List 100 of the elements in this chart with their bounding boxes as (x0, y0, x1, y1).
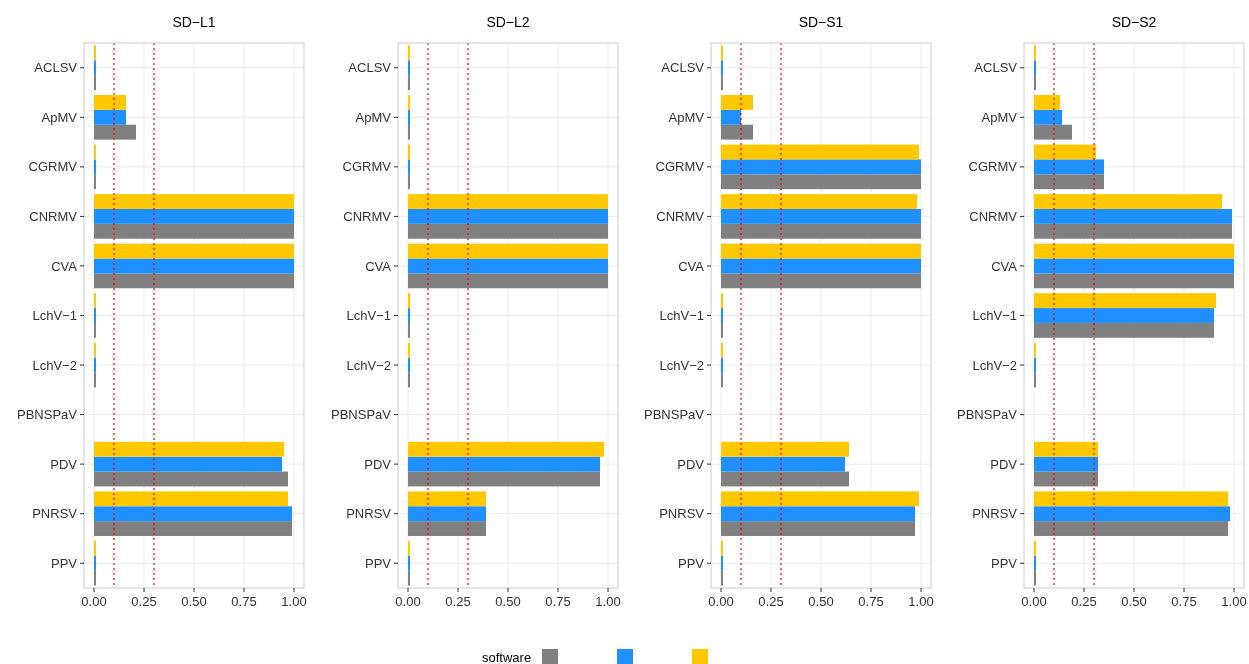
x-tick-label: 1.00 (595, 594, 621, 609)
y-tick-label: PBNSPaV (644, 407, 705, 423)
bar (94, 243, 294, 259)
y-tick-label: PPV (50, 555, 78, 571)
y-tick-label: LchV−2 (972, 357, 1017, 373)
x-tick-label: 1.00 (1221, 594, 1247, 609)
bar (1034, 471, 1098, 487)
bar (94, 273, 294, 289)
bar (721, 273, 921, 289)
bar (408, 491, 486, 507)
bar (1034, 441, 1098, 457)
bar (1034, 258, 1234, 274)
bar (408, 441, 604, 457)
x-tick-label: 0.00 (395, 594, 421, 609)
y-tick-label: PDV (677, 456, 705, 472)
y-tick-label: PNRSV (972, 506, 1018, 522)
y-tick-label: PBNSPaV (957, 407, 1018, 423)
bar (721, 159, 921, 175)
x-tick-label: 0.50 (181, 594, 207, 609)
bar (721, 521, 915, 536)
bar (1034, 159, 1104, 175)
bar (408, 194, 608, 209)
bar (1034, 521, 1228, 536)
bar (94, 258, 294, 274)
y-tick-label: LchV−1 (32, 308, 77, 324)
y-tick-label: ACLSV (661, 60, 705, 76)
bar (408, 208, 608, 224)
y-tick-label: PPV (677, 555, 705, 571)
bar (94, 491, 288, 507)
bar (1034, 144, 1096, 160)
y-tick-label: PNRSV (659, 506, 705, 522)
y-tick-label: CGRMV (655, 159, 705, 175)
y-tick-label: PPV (364, 555, 392, 571)
bar (1034, 456, 1098, 472)
bar (1034, 322, 1214, 338)
y-tick-label: CGRMV (28, 159, 78, 175)
y-tick-label: LchV−2 (346, 357, 391, 373)
x-tick-label: 0.00 (81, 594, 107, 609)
y-tick-label: PDV (364, 456, 392, 472)
y-tick-label: CVA (51, 258, 78, 274)
x-tick-label: 0.25 (131, 594, 157, 609)
bar (721, 441, 849, 457)
y-tick-label: PBNSPaV (17, 407, 78, 423)
bar (721, 491, 919, 507)
y-tick-label: CGRMV (968, 159, 1018, 175)
bar (721, 223, 921, 239)
y-tick-label: LchV−1 (972, 308, 1017, 324)
bar (721, 109, 741, 125)
y-tick-label: CNRMV (29, 208, 78, 224)
bar (721, 174, 921, 190)
bar (1034, 273, 1234, 289)
y-tick-label: ACLSV (348, 60, 392, 76)
chart-title: SD−L2 (486, 14, 530, 30)
x-tick-label: 0.00 (708, 594, 734, 609)
bar (721, 208, 921, 224)
bar (721, 506, 915, 522)
y-tick-label: PNRSV (32, 506, 78, 522)
y-tick-label: ApMV (355, 109, 392, 125)
chart-title: SD−L1 (172, 14, 216, 30)
bar (94, 194, 294, 209)
bar (94, 456, 282, 472)
bar (94, 109, 126, 125)
bar (408, 456, 600, 472)
bar (1034, 208, 1232, 224)
bar (721, 243, 921, 259)
bar (94, 521, 292, 536)
bar (408, 471, 600, 487)
y-tick-label: CVA (678, 258, 705, 274)
x-tick-label: 0.75 (1171, 594, 1197, 609)
bar (1034, 293, 1216, 309)
y-tick-label: LchV−1 (659, 308, 704, 324)
x-tick-label: 0.75 (231, 594, 257, 609)
bar (408, 521, 486, 536)
bar (94, 95, 126, 110)
y-tick-label: CNRMV (656, 208, 705, 224)
y-tick-label: PPV (990, 555, 1018, 571)
bar (721, 258, 921, 274)
chart-title: SD−S1 (798, 14, 844, 30)
y-tick-label: PDV (990, 456, 1018, 472)
bar (94, 223, 294, 239)
y-tick-label: PNRSV (346, 506, 392, 522)
y-tick-label: CGRMV (342, 159, 392, 175)
bar (94, 506, 292, 522)
bar (94, 471, 288, 487)
x-tick-label: 0.25 (445, 594, 471, 609)
bar (94, 124, 136, 140)
y-tick-label: ApMV (41, 109, 78, 125)
x-tick-label: 0.50 (495, 594, 521, 609)
chart-title: SD−S2 (1111, 14, 1157, 30)
legend-title: software (482, 649, 532, 664)
y-tick-label: PBNSPaV (331, 407, 392, 423)
bar (94, 208, 294, 224)
x-tick-label: 0.75 (545, 594, 571, 609)
bar (1034, 174, 1104, 190)
x-tick-label: 0.25 (1071, 594, 1097, 609)
bar (721, 124, 753, 140)
bar (721, 144, 919, 160)
y-tick-label: ACLSV (974, 60, 1018, 76)
y-tick-label: CNRMV (969, 208, 1018, 224)
y-tick-label: CNRMV (343, 208, 392, 224)
